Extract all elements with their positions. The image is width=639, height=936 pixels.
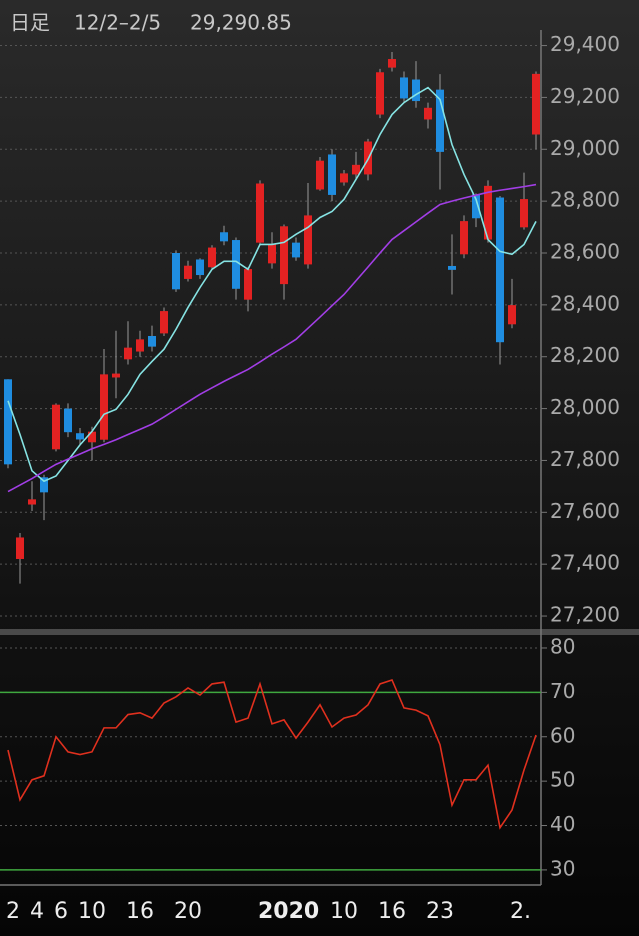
candle-body	[388, 59, 396, 68]
y-tick-label: 80	[550, 634, 575, 658]
x-tick-label: 16	[126, 899, 154, 924]
candle-body	[496, 197, 504, 343]
candle-body	[28, 499, 36, 505]
x-tick-label: 6	[54, 899, 68, 924]
y-tick-label: 29,000	[550, 136, 620, 160]
candle-body	[184, 265, 192, 279]
candle-body	[304, 215, 312, 265]
candle-body	[88, 431, 96, 443]
candle-body	[112, 373, 120, 378]
y-tick-label: 50	[550, 768, 575, 792]
x-tick-label: 2020	[258, 899, 319, 924]
x-tick-label: 20	[174, 899, 202, 924]
candle-body	[64, 408, 72, 433]
last-price: 29,290.85	[190, 11, 292, 35]
candle-body	[124, 347, 132, 360]
candle-body	[208, 247, 216, 268]
x-tick-label: 16	[378, 899, 406, 924]
chart-subtitle: 12/2–2/5	[74, 11, 161, 35]
y-tick-label: 29,400	[550, 32, 620, 56]
candle-body	[100, 374, 108, 440]
candle-body	[412, 79, 420, 102]
y-tick-label: 27,400	[550, 551, 620, 575]
y-tick-label: 28,400	[550, 291, 620, 315]
candle-body	[460, 221, 468, 255]
candle-body	[340, 173, 348, 183]
candle-body	[280, 226, 288, 285]
y-tick-label: 28,800	[550, 188, 620, 212]
candle-body	[448, 265, 456, 270]
candle-body	[172, 253, 180, 290]
candle-body	[232, 240, 240, 289]
x-tick-label: 2	[6, 899, 20, 924]
candle-body	[532, 73, 540, 135]
y-tick-label: 29,200	[550, 84, 620, 108]
y-tick-label: 27,200	[550, 603, 620, 627]
candle-body	[160, 311, 168, 334]
candle-body	[292, 242, 300, 258]
y-tick-label: 28,200	[550, 343, 620, 367]
candle-body	[424, 107, 432, 120]
y-tick-label: 60	[550, 723, 575, 747]
candle-body	[352, 164, 360, 175]
candle-body	[52, 404, 60, 450]
candle-body	[16, 537, 24, 559]
y-tick-label: 27,800	[550, 447, 620, 471]
candle-body	[484, 185, 492, 240]
candle-body	[40, 477, 48, 493]
chart-title: 日足	[10, 11, 50, 35]
y-tick-label: 28,000	[550, 395, 620, 419]
candle-body	[268, 244, 276, 264]
candle-body	[328, 154, 336, 195]
x-tick-label: 10	[78, 899, 106, 924]
candle-body	[400, 77, 408, 99]
candle-body	[76, 433, 84, 440]
candle-body	[256, 183, 264, 243]
y-tick-label: 30	[550, 856, 575, 880]
y-tick-label: 28,600	[550, 240, 620, 264]
y-tick-label: 70	[550, 679, 575, 703]
x-tick-label: 4	[30, 899, 44, 924]
x-tick-label: 10	[330, 899, 358, 924]
candle-body	[508, 305, 516, 325]
line-series	[7, 86, 537, 483]
y-tick-label: 40	[550, 812, 575, 836]
x-tick-label: 23	[426, 899, 454, 924]
candle-body	[520, 199, 528, 228]
candle-body	[244, 269, 252, 300]
candle-body	[4, 379, 12, 465]
panel-divider	[0, 629, 639, 635]
candle-body	[196, 259, 204, 276]
candle-body	[436, 89, 444, 152]
line-series	[7, 183, 537, 493]
candle-body	[220, 232, 228, 242]
candle-body	[316, 160, 324, 190]
y-tick-label: 27,600	[550, 499, 620, 523]
candle-body	[136, 339, 144, 352]
candle-body	[376, 72, 384, 115]
line-series	[7, 678, 537, 830]
x-tick-label: 2.	[510, 899, 531, 924]
candle-body	[472, 194, 480, 219]
candle-body	[148, 335, 156, 347]
